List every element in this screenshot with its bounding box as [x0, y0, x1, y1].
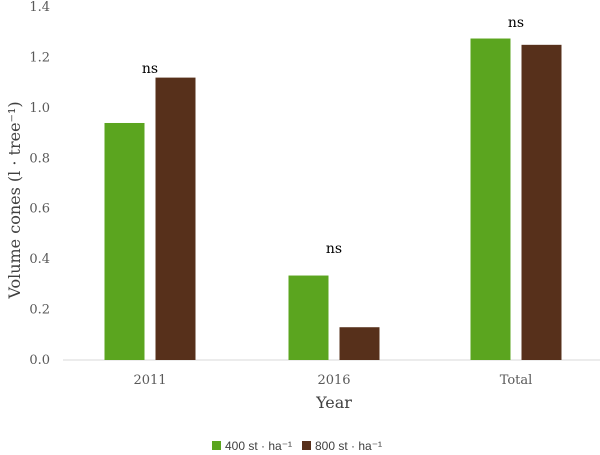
y-tick-label: 1.4 — [29, 0, 50, 15]
legend-swatch — [302, 441, 311, 450]
bar-2016-series-2 — [339, 327, 380, 360]
bar-2011-series-1 — [104, 122, 145, 360]
y-tick-label: 0.4 — [29, 252, 50, 267]
significance-label: ns — [508, 15, 524, 31]
bars — [104, 38, 562, 361]
legend-swatch — [212, 441, 221, 450]
y-tick-label: 1.0 — [29, 101, 50, 116]
y-tick-label: 1.2 — [29, 50, 50, 65]
y-axis-title: Volume cones (l · tree⁻¹) — [5, 101, 24, 299]
bar-2016-series-1 — [288, 275, 329, 360]
bar-total-series-1 — [470, 38, 511, 361]
bar-2011-series-2 — [155, 77, 196, 360]
y-tick-label: 0.6 — [29, 202, 50, 217]
x-axis-title: Year — [315, 393, 352, 412]
y-tick-label: 0.8 — [29, 151, 50, 166]
y-tick-label: 0.2 — [29, 303, 50, 318]
significance-label: ns — [326, 241, 342, 257]
legend: 400 st · ha⁻¹ 800 st · ha⁻¹ — [212, 439, 382, 453]
bar-total-series-2 — [521, 44, 562, 360]
legend-label: 400 st · ha⁻¹ — [225, 439, 292, 453]
significance-label: ns — [142, 61, 158, 77]
y-tick-label: 0.0 — [29, 353, 50, 368]
y-axis-ticks: 0.0 0.2 0.4 0.6 0.8 1.0 1.2 1.4 — [29, 0, 50, 368]
x-tick-label: 2016 — [317, 373, 350, 388]
x-tick-label: 2011 — [133, 373, 166, 388]
legend-label: 800 st · ha⁻¹ — [315, 439, 382, 453]
x-axis-ticks: 2011 2016 Total — [133, 373, 532, 388]
significance-annotations: ns ns ns — [142, 15, 524, 257]
x-tick-label: Total — [500, 373, 533, 388]
